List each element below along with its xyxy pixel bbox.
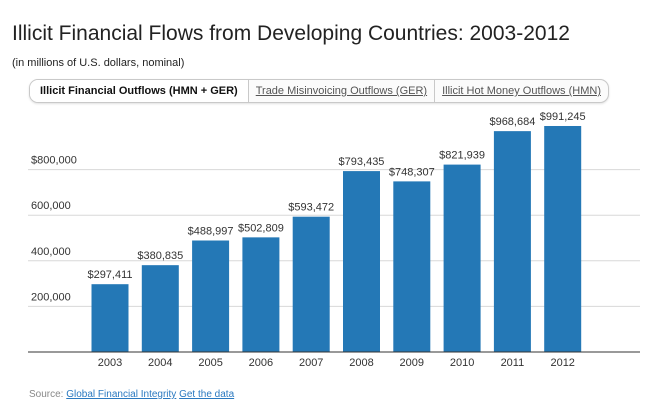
y-axis-tick-labels: 200,000 400,000 600,000 $800,000	[31, 155, 77, 304]
data-label: $488,997	[188, 226, 234, 238]
bar[interactable]	[141, 265, 179, 352]
data-label: $821,939	[439, 150, 485, 162]
bar[interactable]	[292, 216, 330, 352]
y-tick-label: $800,000	[31, 155, 77, 167]
x-tick-label: 2010	[450, 357, 474, 369]
bar[interactable]	[544, 125, 582, 352]
gridlines	[28, 169, 640, 307]
get-data-link[interactable]: Get the data	[179, 389, 235, 400]
data-label: $748,307	[389, 166, 435, 178]
bar[interactable]	[343, 171, 380, 352]
tab-trade-misinvoicing-outflows[interactable]: Trade Misinvoicing Outflows (GER)	[249, 80, 436, 102]
data-label: $502,809	[238, 222, 284, 234]
chart-subtitle: (in millions of U.S. dollars, nominal)	[12, 57, 185, 69]
y-tick-label: 200,000	[31, 291, 71, 303]
x-tick-label: 2009	[400, 357, 424, 369]
x-tick-label: 2006	[249, 357, 273, 369]
data-labels: $297,411 $380,835 $488,997 $502,809 $593,472…	[87, 111, 585, 281]
data-label: $297,411	[87, 269, 132, 281]
tab-illicit-financial-outflows[interactable]: Illicit Financial Outflows (HMN + GER)	[30, 80, 249, 102]
data-label: $380,835	[137, 250, 183, 262]
bar[interactable]	[242, 237, 280, 352]
y-tick-label: 400,000	[31, 246, 71, 258]
x-axis-tick-labels: 2003 2004 2005 2006 2007 2008 2009 2010 2011 2012	[98, 357, 575, 369]
data-label: $968,684	[489, 116, 535, 128]
tab-illicit-hot-money-outflows[interactable]: Illicit Hot Money Outflows (HMN)	[442, 85, 601, 97]
chart-title: Illicit Financial Flows from Developing …	[12, 22, 570, 45]
data-label: $991,245	[540, 111, 586, 123]
data-label: $593,472	[288, 202, 334, 214]
x-tick-label: 2012	[550, 357, 574, 369]
data-label: $793,435	[339, 156, 385, 168]
bars	[91, 125, 582, 352]
bar[interactable]	[192, 240, 230, 352]
bar[interactable]	[443, 164, 481, 352]
bar[interactable]	[393, 181, 431, 352]
source-link[interactable]: Global Financial Integrity	[66, 389, 177, 400]
x-tick-label: 2007	[299, 357, 323, 369]
y-tick-label: 600,000	[31, 200, 71, 212]
view-tabs: Illicit Financial Outflows (HMN + GER) T…	[29, 79, 609, 103]
x-tick-label: 2004	[148, 357, 172, 369]
bar[interactable]	[493, 131, 531, 352]
x-tick-label: 2011	[501, 357, 525, 369]
footer: Source: Global Financial Integrity Get t…	[29, 389, 234, 400]
x-tick-label: 2003	[98, 357, 122, 369]
x-tick-label: 2005	[198, 357, 222, 369]
source-prefix: Source:	[29, 389, 64, 400]
bar[interactable]	[91, 284, 129, 352]
x-tick-label: 2008	[349, 357, 373, 369]
